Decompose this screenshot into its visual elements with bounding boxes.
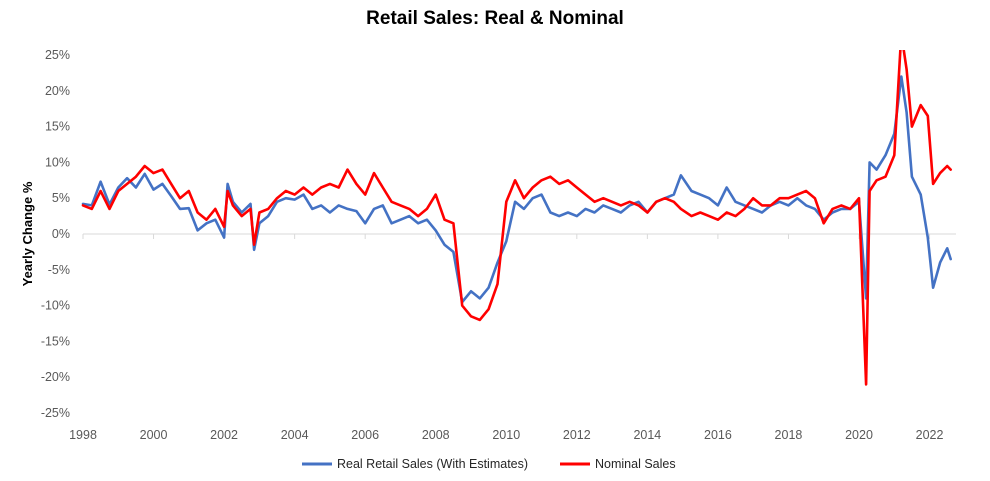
y-tick-label: 10% <box>45 155 70 169</box>
y-tick-label: 25% <box>45 48 70 62</box>
x-tick-label: 2004 <box>281 428 309 442</box>
x-tick-label: 2014 <box>633 428 661 442</box>
legend: Real Retail Sales (With Estimates) Nomina… <box>302 457 676 471</box>
y-tick-label: -15% <box>41 334 70 348</box>
y-tick-label: -10% <box>41 299 70 313</box>
series-group <box>81 50 953 386</box>
x-tick-label: 2002 <box>210 428 238 442</box>
y-tick-label: -20% <box>41 370 70 384</box>
x-axis-ticks: 1998 2000 2002 2004 2006 2008 2010 2012 2014 2016… <box>69 234 943 442</box>
x-tick-label: 1998 <box>69 428 97 442</box>
x-tick-label: 2008 <box>422 428 450 442</box>
x-tick-label: 2016 <box>704 428 732 442</box>
x-tick-label: 2006 <box>351 428 379 442</box>
legend-label: Real Retail Sales (With Estimates) <box>337 457 528 471</box>
y-tick-label: -5% <box>48 263 70 277</box>
y-axis-label: Yearly Change % <box>20 181 35 286</box>
y-tick-label: 0% <box>52 227 70 241</box>
x-tick-label: 2010 <box>492 428 520 442</box>
x-tick-label: 2018 <box>775 428 803 442</box>
x-tick-label: 2020 <box>845 428 873 442</box>
y-axis-ticks: 25% 20% 15% 10% 5% 0% -5% -10% -15% -20% -25% <box>41 48 70 420</box>
x-tick-label: 2000 <box>140 428 168 442</box>
y-tick-label: 20% <box>45 84 70 98</box>
x-tick-label: 2022 <box>916 428 944 442</box>
series-line-nominal-sales <box>81 50 953 386</box>
x-tick-label: 2012 <box>563 428 591 442</box>
legend-label: Nominal Sales <box>595 457 676 471</box>
chart-title: Retail Sales: Real & Nominal <box>366 8 624 29</box>
y-tick-label: 15% <box>45 120 70 134</box>
y-tick-label: 5% <box>52 191 70 205</box>
series-line-real-retail-sales <box>81 75 953 304</box>
y-tick-label: -25% <box>41 406 70 420</box>
